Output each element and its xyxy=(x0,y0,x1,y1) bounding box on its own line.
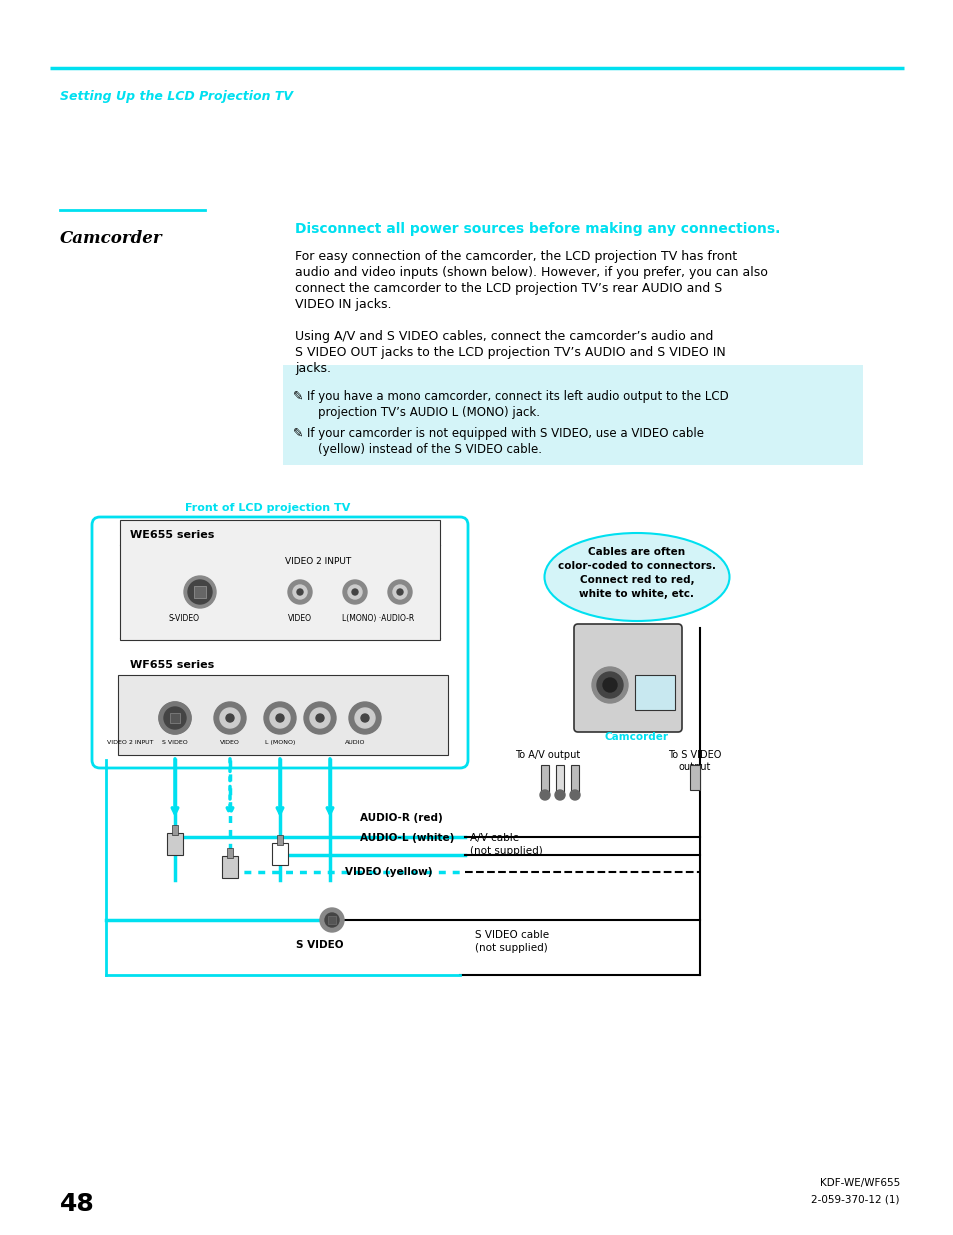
FancyBboxPatch shape xyxy=(120,520,439,640)
Text: WE655 series: WE655 series xyxy=(130,530,214,540)
Circle shape xyxy=(393,585,407,599)
Circle shape xyxy=(310,708,330,727)
Text: L (MONO): L (MONO) xyxy=(265,740,294,745)
Text: VIDEO 2 INPUT: VIDEO 2 INPUT xyxy=(107,740,153,745)
Text: VIDEO IN jacks.: VIDEO IN jacks. xyxy=(294,298,391,311)
Text: S VIDEO OUT jacks to the LCD projection TV’s AUDIO and S VIDEO IN: S VIDEO OUT jacks to the LCD projection … xyxy=(294,346,725,359)
Text: VIDEO 2 INPUT: VIDEO 2 INPUT xyxy=(285,557,351,566)
Text: S VIDEO cable
(not supplied): S VIDEO cable (not supplied) xyxy=(475,930,549,953)
Circle shape xyxy=(171,714,179,722)
Text: jacks.: jacks. xyxy=(294,362,331,375)
Circle shape xyxy=(602,678,617,692)
Text: S VIDEO: S VIDEO xyxy=(162,740,188,745)
Text: To A/V output: To A/V output xyxy=(515,750,580,760)
Text: VIDEO: VIDEO xyxy=(288,614,312,622)
Bar xyxy=(635,676,675,710)
Circle shape xyxy=(226,714,233,722)
FancyBboxPatch shape xyxy=(118,676,448,755)
Text: connect the camcorder to the LCD projection TV’s rear AUDIO and S: connect the camcorder to the LCD project… xyxy=(294,282,721,295)
Text: WF655 series: WF655 series xyxy=(130,659,214,671)
Circle shape xyxy=(396,589,402,595)
Circle shape xyxy=(325,913,338,927)
Text: If you have a mono camcorder, connect its left audio output to the LCD: If you have a mono camcorder, connect it… xyxy=(307,390,728,403)
Circle shape xyxy=(165,708,185,727)
FancyBboxPatch shape xyxy=(91,517,468,768)
Circle shape xyxy=(296,589,303,595)
Text: S VIDEO: S VIDEO xyxy=(296,940,343,950)
Text: Front of LCD projection TV: Front of LCD projection TV xyxy=(185,503,350,513)
Circle shape xyxy=(355,708,375,727)
Circle shape xyxy=(348,585,361,599)
Circle shape xyxy=(569,790,579,800)
Text: L(MONO) ·AUDIO-R: L(MONO) ·AUDIO-R xyxy=(341,614,414,622)
Text: To S VIDEO
output: To S VIDEO output xyxy=(668,750,720,772)
Text: AUDIO: AUDIO xyxy=(344,740,365,745)
Circle shape xyxy=(275,714,284,722)
Text: AUDIO-L (white): AUDIO-L (white) xyxy=(359,832,454,844)
Text: A/V cable
(not supplied): A/V cable (not supplied) xyxy=(470,832,542,856)
Text: (yellow) instead of the S VIDEO cable.: (yellow) instead of the S VIDEO cable. xyxy=(317,443,541,456)
Bar xyxy=(276,835,283,845)
Circle shape xyxy=(159,701,191,734)
Bar xyxy=(540,764,548,795)
Bar xyxy=(328,916,335,924)
Circle shape xyxy=(220,708,240,727)
Text: ✎: ✎ xyxy=(293,427,303,440)
Circle shape xyxy=(388,580,412,604)
Circle shape xyxy=(184,576,215,608)
Circle shape xyxy=(343,580,367,604)
Bar xyxy=(193,585,206,598)
Circle shape xyxy=(352,589,357,595)
Circle shape xyxy=(360,714,369,722)
Bar xyxy=(167,832,183,855)
Text: Cables are often
color-coded to connectors.
Connect red to red,
white to white, : Cables are often color-coded to connecto… xyxy=(558,547,716,599)
Circle shape xyxy=(597,672,622,698)
Text: KDF-WE/WF655: KDF-WE/WF655 xyxy=(819,1178,899,1188)
Circle shape xyxy=(304,701,335,734)
Text: Camcorder: Camcorder xyxy=(60,230,162,247)
Text: VIDEO: VIDEO xyxy=(220,740,240,745)
Bar xyxy=(272,844,288,864)
Text: Camcorder: Camcorder xyxy=(604,732,668,742)
Bar xyxy=(689,764,700,790)
Text: Setting Up the LCD Projection TV: Setting Up the LCD Projection TV xyxy=(60,90,293,103)
Text: 2-059-370-12 (1): 2-059-370-12 (1) xyxy=(811,1195,899,1205)
Circle shape xyxy=(555,790,564,800)
Circle shape xyxy=(264,701,295,734)
Circle shape xyxy=(188,580,212,604)
Text: VIDEO (yellow): VIDEO (yellow) xyxy=(345,867,432,877)
Circle shape xyxy=(592,667,627,703)
Circle shape xyxy=(319,908,344,932)
Text: ✎: ✎ xyxy=(293,390,303,403)
Circle shape xyxy=(293,585,307,599)
Text: S-VIDEO: S-VIDEO xyxy=(169,614,199,622)
Bar xyxy=(571,764,578,795)
FancyBboxPatch shape xyxy=(283,366,862,466)
Ellipse shape xyxy=(544,534,729,621)
Text: If your camcorder is not equipped with S VIDEO, use a VIDEO cable: If your camcorder is not equipped with S… xyxy=(307,427,703,440)
Circle shape xyxy=(288,580,312,604)
Bar xyxy=(172,825,178,835)
Text: AUDIO-R (red): AUDIO-R (red) xyxy=(359,813,442,823)
Text: 48: 48 xyxy=(60,1192,94,1216)
Text: projection TV’s AUDIO L (MONO) jack.: projection TV’s AUDIO L (MONO) jack. xyxy=(317,406,539,419)
FancyBboxPatch shape xyxy=(574,624,681,732)
Text: Using A/V and S VIDEO cables, connect the camcorder’s audio and: Using A/V and S VIDEO cables, connect th… xyxy=(294,330,713,343)
Circle shape xyxy=(164,706,186,729)
Circle shape xyxy=(315,714,324,722)
Bar xyxy=(170,713,180,722)
Bar xyxy=(556,764,563,795)
Circle shape xyxy=(213,701,246,734)
Circle shape xyxy=(539,790,550,800)
Circle shape xyxy=(270,708,290,727)
Text: For easy connection of the camcorder, the LCD projection TV has front: For easy connection of the camcorder, th… xyxy=(294,249,737,263)
Circle shape xyxy=(159,701,191,734)
Bar xyxy=(227,848,233,858)
Circle shape xyxy=(349,701,380,734)
Text: audio and video inputs (shown below). However, if you prefer, you can also: audio and video inputs (shown below). Ho… xyxy=(294,266,767,279)
Text: Disconnect all power sources before making any connections.: Disconnect all power sources before maki… xyxy=(294,222,780,236)
Bar xyxy=(222,856,237,878)
